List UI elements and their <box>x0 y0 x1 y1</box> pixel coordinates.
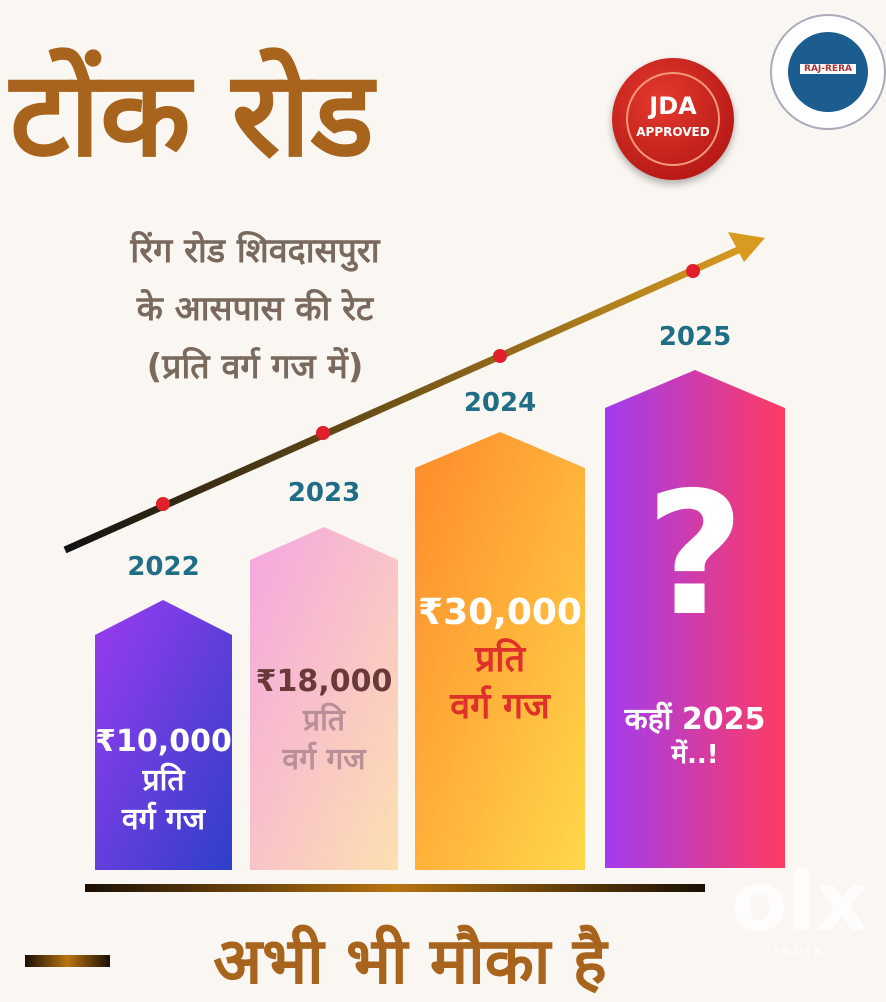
unit: प्रति <box>303 703 345 738</box>
baseline-divider <box>85 884 705 892</box>
bar-label-2023: ₹18,000 प्रति वर्ग गज <box>250 662 398 779</box>
bar-2025 <box>605 370 785 868</box>
bar-label-2022: ₹10,000 प्रति वर्ग गज <box>95 722 232 839</box>
trend-dot <box>156 497 170 511</box>
trend-dot <box>686 264 700 278</box>
unit: प्रति <box>474 638 526 680</box>
price: ₹10,000 <box>95 724 232 759</box>
year-label: 2024 <box>463 388 537 418</box>
subtitle-line: (प्रति वर्ग गज में) <box>146 347 364 387</box>
trend-arrow-head <box>728 232 765 262</box>
seal-text: APPROVED <box>636 125 710 139</box>
bar-2023 <box>250 527 398 870</box>
trend-dot <box>316 426 330 440</box>
bar-2022 <box>95 600 232 870</box>
price: ₹30,000 <box>418 592 582 633</box>
price: ₹18,000 <box>255 664 393 699</box>
trend-arrow-line <box>63 243 747 554</box>
olx-sub: INDIA <box>774 946 826 957</box>
unit: प्रति <box>142 763 185 798</box>
bar-2024 <box>415 432 585 870</box>
subtitle-line: के आसपास की रेट <box>136 289 374 329</box>
unit: वर्ग गज <box>121 802 206 837</box>
year-label: 2025 <box>658 322 732 352</box>
olx-watermark: olx INDIA <box>720 862 880 958</box>
unit: में..! <box>671 740 719 770</box>
unit: वर्ग गज <box>282 742 366 777</box>
year-label: 2022 <box>127 552 200 582</box>
year-label: 2023 <box>287 478 361 508</box>
footer-dash-left <box>25 955 110 967</box>
question-mark: ? <box>645 456 745 654</box>
raj-rera-logo: RAJ-RERA <box>770 14 886 130</box>
trend-dot <box>493 349 507 363</box>
jda-approved-seal: JDA APPROVED <box>612 58 734 180</box>
subtitle-line: रिंग रोड शिवदासपुरा <box>130 231 380 271</box>
footer-tagline: अभी भी मौका है <box>213 925 607 999</box>
seal-text: JDA <box>649 92 697 120</box>
subtitle: रिंग रोड शिवदासपुरा के आसपास की रेट (प्र… <box>40 222 470 396</box>
page-title: टोंक रोड <box>10 45 374 183</box>
unit: वर्ग गज <box>450 685 550 727</box>
bar-label-2024: ₹30,000 प्रति वर्ग गज <box>415 590 585 730</box>
olx-logo: olx <box>731 855 869 950</box>
rera-label: RAJ-RERA <box>800 64 856 74</box>
bar-label-2025: ? कहीं 2025 में..! <box>605 470 785 773</box>
unit: कहीं 2025 <box>624 702 766 737</box>
